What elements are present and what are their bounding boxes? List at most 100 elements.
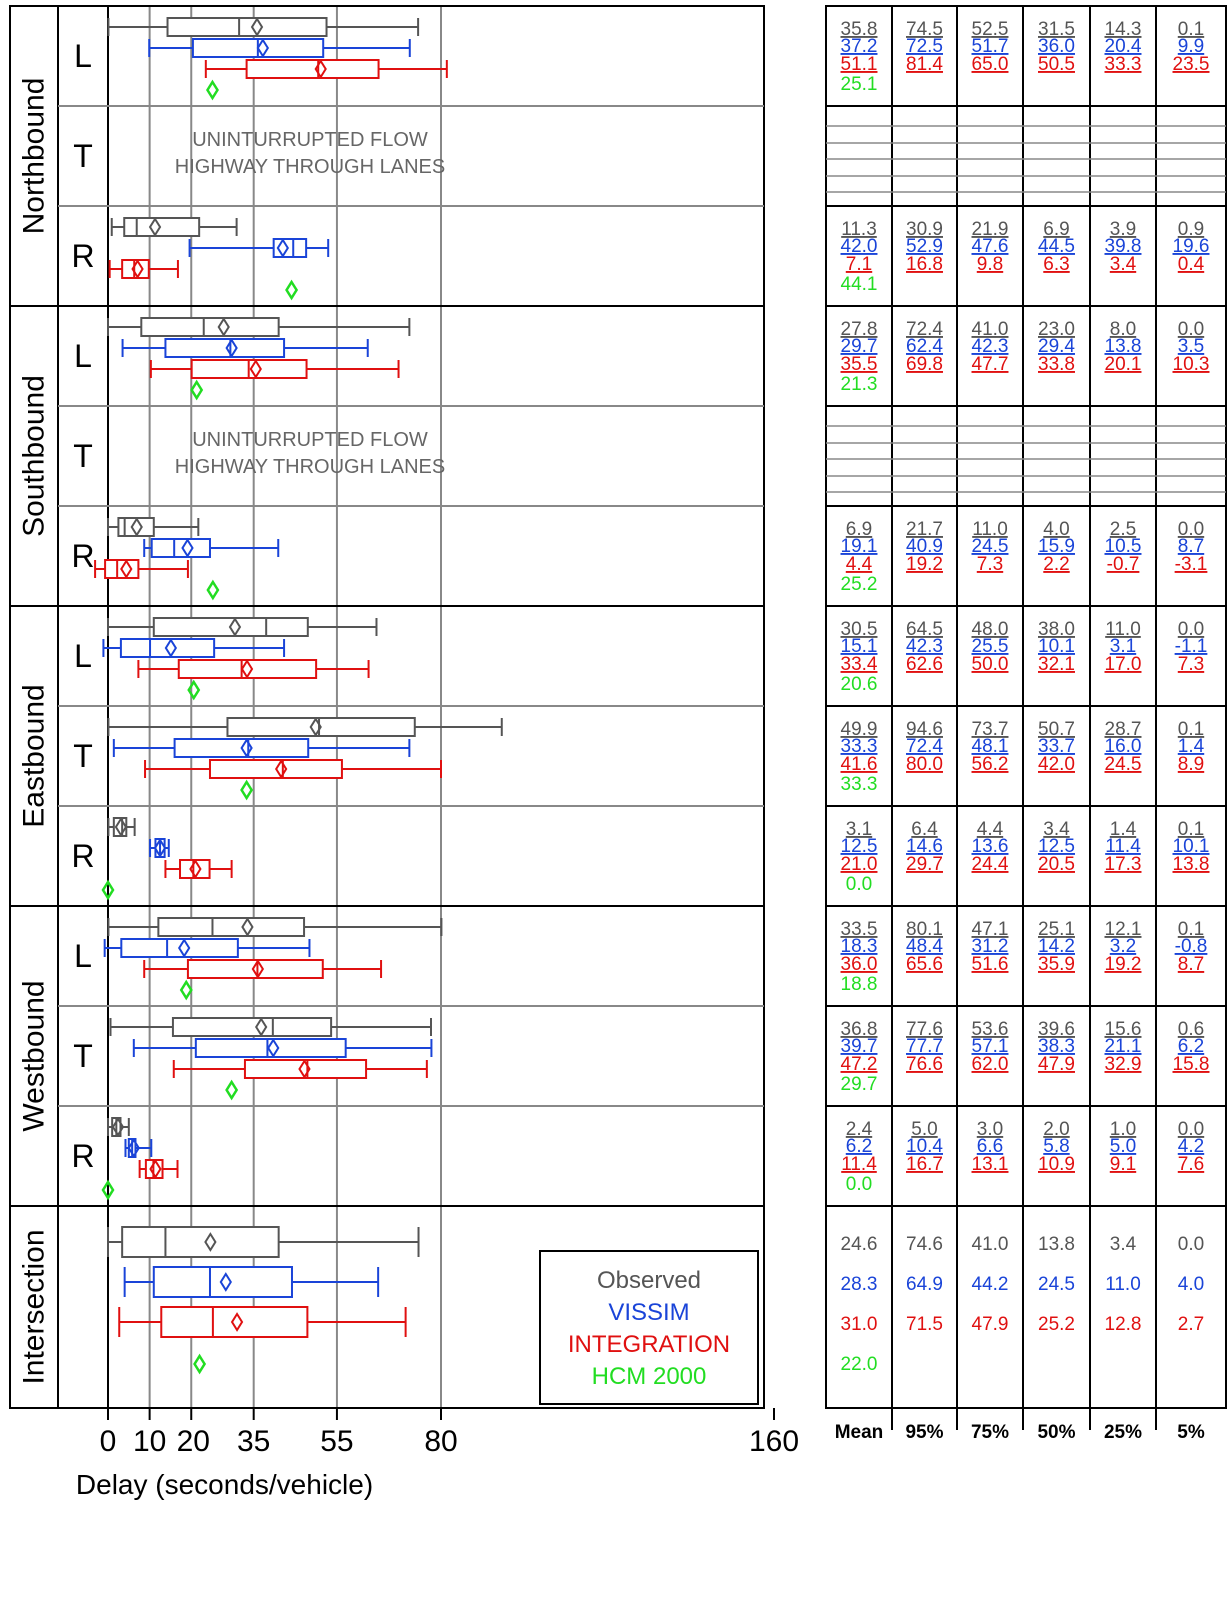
table-cell-observed: 21.7 (906, 519, 943, 540)
table-cell-hcm-2000: 18.8 (841, 974, 878, 995)
table-cell-hcm-2000: 44.1 (841, 274, 878, 295)
table-cell-vissim: 77.7 (906, 1036, 943, 1057)
table-cell-vissim: 40.9 (906, 536, 943, 557)
table-cell-vissim: 1.4 (1178, 736, 1205, 757)
mean-marker-integration (149, 1159, 162, 1179)
table-cell-integration: 62.6 (906, 654, 943, 675)
table-cell-vissim: 12.5 (841, 836, 878, 857)
x-tick-label-55: 55 (320, 1425, 353, 1458)
table-cell-vissim: 29.4 (1038, 336, 1075, 357)
table-cell-observed: 41.0 (972, 1234, 1009, 1255)
table-cell-vissim: 14.6 (906, 836, 943, 857)
group-label-westbound: Westbound (18, 980, 51, 1131)
table-cell-hcm-2000: 0.0 (846, 874, 872, 895)
mean-marker-observed (255, 1017, 268, 1037)
table-cell-vissim: 11.4 (1105, 836, 1141, 857)
table-cell-observed: 28.7 (1105, 719, 1142, 740)
table-cell-integration: 13.8 (1173, 854, 1210, 875)
movement-label-t: T (73, 1038, 93, 1074)
table-cell-integration: 20.1 (1105, 354, 1142, 375)
table-cell-vissim: 24.5 (972, 536, 1009, 557)
mean-marker-vissim (276, 238, 290, 258)
table-cell-integration: 71.5 (906, 1314, 943, 1335)
mean-marker-observed (114, 817, 128, 837)
mean-marker-integration (314, 59, 327, 79)
mean-marker-integration (120, 559, 133, 579)
table-cell-observed: 0.1 (1178, 719, 1204, 740)
table-cell-vissim: 33.7 (1038, 736, 1075, 757)
table-cell-vissim: 6.6 (977, 1136, 1003, 1157)
legend-box (539, 1250, 759, 1405)
box-iqr-observed (171, 1017, 333, 1037)
table-cell-vissim: 39.7 (841, 1036, 878, 1057)
movement-label-l: L (74, 638, 92, 674)
table-cell-vissim: 47.6 (972, 236, 1009, 257)
table-cell-vissim: 28.3 (841, 1274, 878, 1295)
table-cell-observed: 0.1 (1178, 919, 1204, 940)
mean-marker-observed (148, 217, 162, 237)
mean-marker-vissim (153, 838, 167, 858)
movement-label-l: L (74, 338, 92, 374)
table-cell-integration: 6.3 (1043, 254, 1069, 275)
box-iqr-integration (245, 59, 380, 79)
table-cell-vissim: 19.6 (1173, 236, 1210, 257)
table-cell-integration: 11.4 (841, 1154, 877, 1175)
table-cell-observed: 30.5 (841, 619, 878, 640)
mean-marker-vissim (240, 738, 253, 758)
legend-entry-observed: Observed (597, 1267, 701, 1294)
table-cell-observed: 21.9 (972, 219, 1009, 240)
table-cell-observed: 2.4 (846, 1119, 873, 1140)
table-cell-observed: 94.6 (906, 719, 943, 740)
table-cell-observed: 6.9 (1043, 219, 1069, 240)
box-iqr-observed (117, 517, 155, 537)
highway-through-lanes-text: HIGHWAY THROUGH LANES (175, 156, 445, 178)
table-cell-vissim: 15.9 (1038, 536, 1075, 557)
x-tick-label-0: 0 (100, 1425, 117, 1458)
table-cell-integration: 7.3 (977, 554, 1003, 575)
table-cell-integration: 42.0 (1038, 754, 1075, 775)
box-iqr-observed (123, 217, 201, 237)
table-cell-vissim: 29.7 (841, 336, 878, 357)
table-cell-hcm-2000: 21.3 (841, 374, 878, 395)
mean-marker-integration (189, 859, 202, 879)
mean-marker-observed (130, 517, 143, 537)
table-cell-vissim: 13.8 (1105, 336, 1142, 357)
hcm-marker (190, 379, 204, 401)
table-cell-vissim: 42.3 (906, 636, 943, 657)
box-iqr-vissim (119, 638, 216, 658)
table-cell-observed: 0.0 (1178, 1234, 1204, 1255)
table-cell-vissim: 72.4 (906, 736, 943, 757)
movement-label-t: T (73, 438, 93, 474)
table-cell-observed: 47.1 (972, 919, 1009, 940)
box-iqr-vissim (150, 538, 211, 558)
table-cell-observed: 2.0 (1043, 1119, 1069, 1140)
table-cell-observed: 0.0 (1178, 319, 1204, 340)
table-cell-hcm-2000: 33.3 (841, 774, 878, 795)
table-cell-integration: 47.2 (841, 1054, 878, 1075)
table-cell-vissim: 20.4 (1105, 36, 1142, 57)
table-cell-integration: 35.9 (1038, 954, 1075, 975)
table-cell-observed: 72.4 (906, 319, 943, 340)
table-cell-vissim: 19.1 (841, 536, 878, 557)
highway-through-lanes-text: HIGHWAY THROUGH LANES (175, 456, 445, 478)
movement-label-r: R (71, 538, 94, 574)
table-cell-integration: 47.7 (972, 354, 1009, 375)
box-iqr-integration (121, 259, 150, 279)
table-cell-integration: 2.2 (1043, 554, 1069, 575)
table-cell-integration: 10.9 (1038, 1154, 1075, 1175)
table-cell-vissim: 6.2 (846, 1136, 872, 1157)
movement-label-r: R (71, 238, 94, 274)
table-cell-vissim: 72.5 (906, 36, 943, 57)
mean-marker-observed (228, 617, 242, 637)
table-cell-integration: 32.1 (1038, 654, 1075, 675)
table-cell-integration: 9.8 (977, 254, 1003, 275)
table-cell-integration: 20.5 (1038, 854, 1075, 875)
table-cell-vissim: 11.0 (1105, 1274, 1141, 1295)
table-cell-integration: 32.9 (1105, 1054, 1142, 1075)
table-cell-observed: 1.4 (1110, 819, 1137, 840)
table-header-75pct: 75% (971, 1422, 1009, 1443)
box-iqr-integration (179, 859, 211, 879)
table-cell-vissim: -1.1 (1175, 636, 1208, 657)
mean-marker-vissim (219, 1272, 232, 1292)
mean-marker-vissim (256, 38, 270, 58)
